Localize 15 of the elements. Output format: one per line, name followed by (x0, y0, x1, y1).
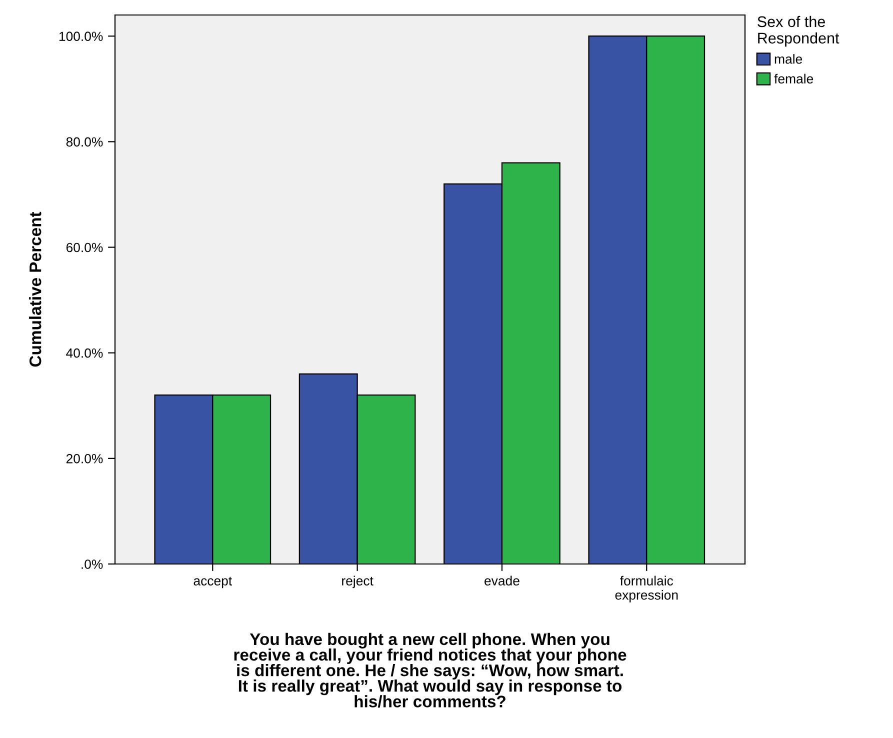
legend-label: male (774, 54, 802, 64)
y-tick-label: 40.0% (66, 348, 103, 358)
y-axis-title: Cumulative Percent (29, 212, 42, 367)
x-tick-label: formulaic expression (615, 576, 678, 602)
legend-label: female (774, 74, 814, 84)
y-tick-label: .0% (82, 560, 103, 569)
y-tick-label: 100.0% (59, 32, 103, 42)
y-tick-label: 20.0% (66, 454, 103, 464)
x-tick-label: evade (484, 576, 520, 586)
x-axis-title: You have bought a new cell phone. When you receive a call, your friend notices that your phone is different one. He / she says: “Wow, how smart. It is really great”. What would say in response to his/her comments? (234, 632, 626, 708)
legend-title: Sex of the Respondent (758, 16, 840, 47)
y-tick-label: 80.0% (66, 137, 103, 147)
x-tick-label: accept (194, 576, 232, 588)
y-tick-label: 60.0% (66, 242, 103, 252)
x-tick-label: reject (342, 576, 374, 588)
